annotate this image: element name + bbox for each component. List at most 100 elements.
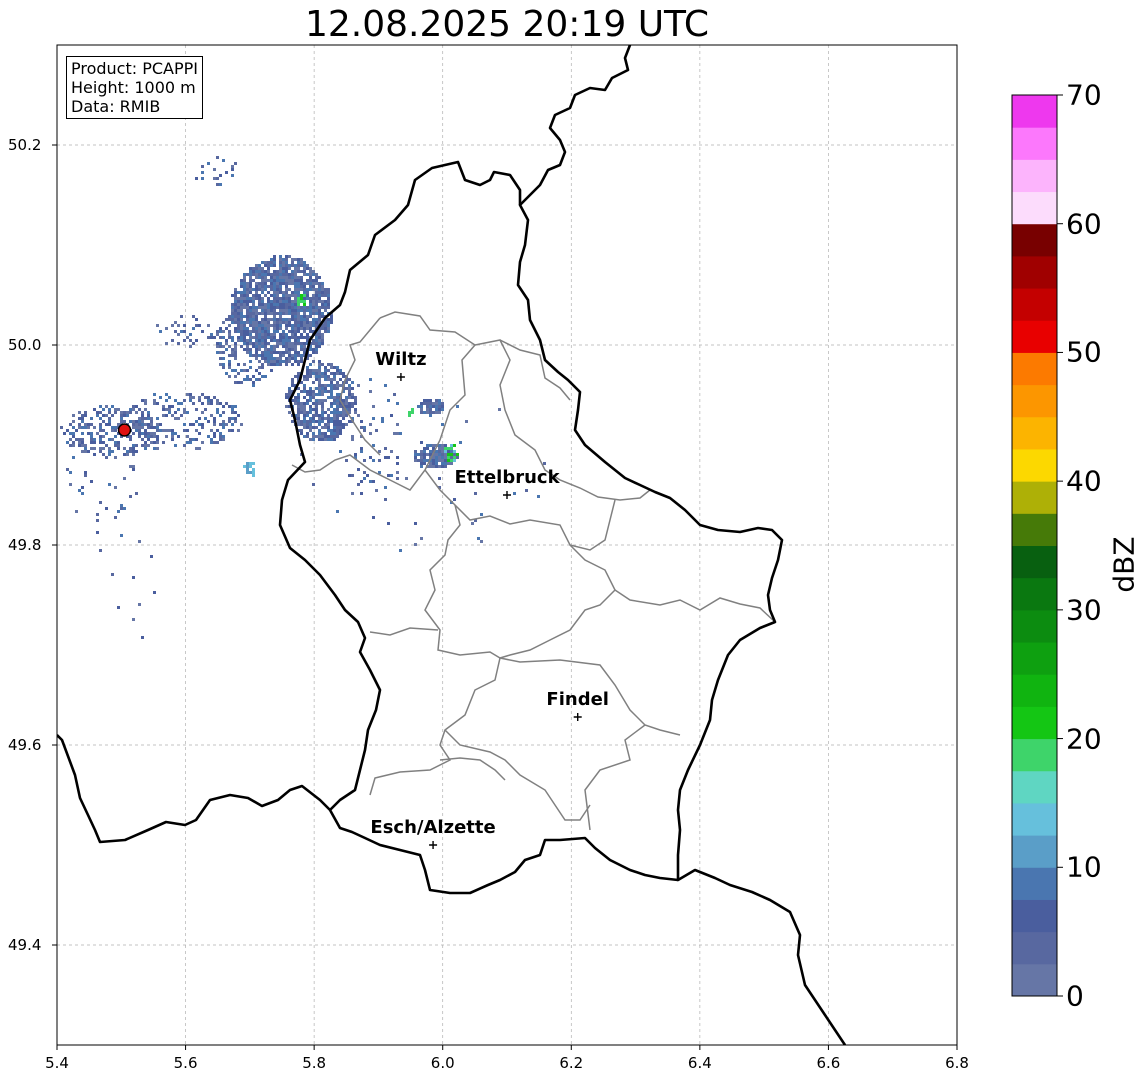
echo-pixel xyxy=(303,411,306,414)
echo-pixel xyxy=(294,318,297,321)
echo-pixel xyxy=(201,426,204,429)
echo-pixel xyxy=(102,435,105,438)
echo-pixel xyxy=(273,264,276,267)
echo-pixel xyxy=(216,342,219,345)
echo-pixel xyxy=(297,294,300,297)
echo-pixel xyxy=(66,441,69,444)
echo-pixel xyxy=(267,297,270,300)
echo-pixel xyxy=(162,405,165,408)
echo-pixel xyxy=(273,270,276,273)
echo-pixel xyxy=(282,267,285,270)
echo-pixel xyxy=(375,489,378,492)
echo-pixel xyxy=(240,336,243,339)
echo-pixel xyxy=(270,264,273,267)
echo-pixel xyxy=(102,420,105,423)
echo-pixel xyxy=(264,264,267,267)
echo-pixel xyxy=(315,273,318,276)
echo-pixel xyxy=(189,423,192,426)
colorbar-tick-label: 20 xyxy=(1066,722,1102,756)
echo-pixel xyxy=(438,447,441,450)
echo-pixel xyxy=(243,327,246,330)
echo-pixel xyxy=(192,315,195,318)
echo-pixel xyxy=(372,405,375,408)
echo-pixel xyxy=(234,357,237,360)
echo-pixel xyxy=(69,438,72,441)
echo-pixel xyxy=(306,402,309,405)
echo-pixel xyxy=(288,357,291,360)
echo-pixel xyxy=(339,432,342,435)
echo-pixel xyxy=(294,357,297,360)
echo-pixel xyxy=(252,468,255,471)
echo-pixel xyxy=(111,405,114,408)
echo-pixel xyxy=(291,261,294,264)
echo-pixel xyxy=(252,294,255,297)
echo-pixel xyxy=(297,429,300,432)
echo-pixel xyxy=(336,420,339,423)
echo-pixel xyxy=(192,342,195,345)
echo-pixel xyxy=(294,351,297,354)
echo-pixel xyxy=(327,426,330,429)
echo-pixel xyxy=(219,435,222,438)
echo-pixel xyxy=(90,435,93,438)
echo-pixel xyxy=(135,444,138,447)
echo-pixel xyxy=(438,450,441,453)
echo-pixel xyxy=(105,423,108,426)
colorbar-segment xyxy=(1012,545,1057,579)
echo-pixel xyxy=(255,297,258,300)
echo-pixel xyxy=(294,309,297,312)
echo-pixel xyxy=(447,450,450,453)
echo-pixel xyxy=(246,291,249,294)
echo-pixel xyxy=(294,399,297,402)
echo-pixel xyxy=(141,420,144,423)
echo-pixel xyxy=(231,321,234,324)
echo-pixel xyxy=(144,435,147,438)
echo-pixel xyxy=(117,447,120,450)
echo-pixel xyxy=(117,432,120,435)
echo-pixel xyxy=(297,261,300,264)
echo-pixel xyxy=(300,276,303,279)
echo-pixel xyxy=(300,420,303,423)
echo-pixel xyxy=(429,402,432,405)
echo-pixel xyxy=(330,402,333,405)
echo-pixel xyxy=(315,408,318,411)
echo-pixel xyxy=(144,429,147,432)
echo-pixel xyxy=(216,351,219,354)
echo-pixel xyxy=(216,177,219,180)
echo-pixel xyxy=(312,339,315,342)
echo-pixel xyxy=(453,498,456,501)
echo-pixel xyxy=(303,324,306,327)
colorbar-segment xyxy=(1012,738,1057,772)
data-source-line: Data: RMIB xyxy=(71,97,161,116)
echo-pixel xyxy=(309,411,312,414)
echo-pixel xyxy=(312,426,315,429)
echo-pixel xyxy=(423,399,426,402)
echo-pixel xyxy=(321,363,324,366)
echo-pixel xyxy=(312,417,315,420)
city-label: Findel xyxy=(546,689,609,710)
echo-pixel xyxy=(84,426,87,429)
echo-pixel xyxy=(186,336,189,339)
echo-pixel xyxy=(186,429,189,432)
echo-pixel xyxy=(306,369,309,372)
echo-pixel xyxy=(264,261,267,264)
echo-pixel xyxy=(312,303,315,306)
echo-pixel xyxy=(285,306,288,309)
echo-pixel xyxy=(303,309,306,312)
echo-pixel xyxy=(312,312,315,315)
echo-pixel xyxy=(78,411,81,414)
echo-pixel xyxy=(297,423,300,426)
echo-pixel xyxy=(222,405,225,408)
echo-pixel xyxy=(309,306,312,309)
echo-pixel xyxy=(111,573,114,576)
echo-pixel xyxy=(243,324,246,327)
echo-pixel xyxy=(69,423,72,426)
echo-pixel xyxy=(342,411,345,414)
radar-site-marker[interactable] xyxy=(117,423,132,437)
echo-pixel xyxy=(126,411,129,414)
echo-pixel xyxy=(285,405,288,408)
echo-pixel xyxy=(249,318,252,321)
echo-pixel xyxy=(249,351,252,354)
echo-pixel xyxy=(171,432,174,435)
echo-pixel xyxy=(450,450,453,453)
echo-pixel xyxy=(264,279,267,282)
